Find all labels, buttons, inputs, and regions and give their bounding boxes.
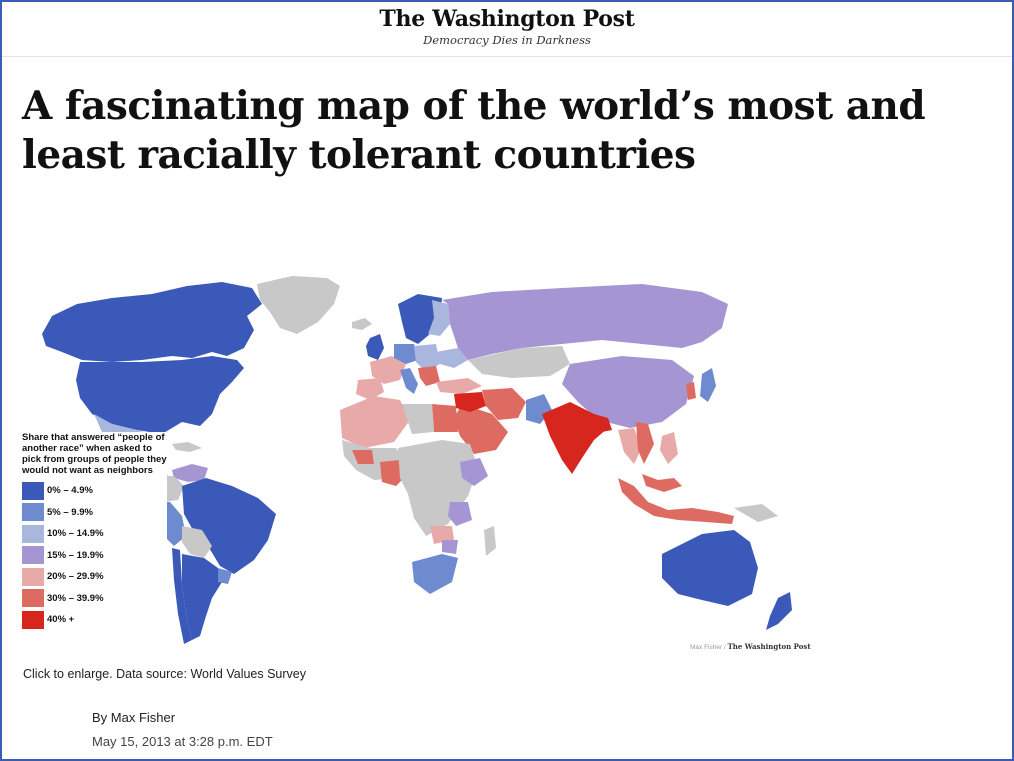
brazil <box>182 478 276 574</box>
site-tagline: Democracy Dies in Darkness <box>423 33 591 47</box>
australia <box>662 530 758 606</box>
legend-swatch <box>22 503 44 522</box>
italy <box>400 368 418 394</box>
legend-swatch <box>22 589 44 608</box>
ethiopia <box>460 458 488 486</box>
egypt <box>432 404 458 432</box>
china <box>562 356 694 428</box>
article-dateline: May 15, 2013 at 3:28 p.m. EDT <box>92 734 273 749</box>
legend-row: 10% – 14.9% <box>22 523 167 545</box>
central-europe <box>414 344 440 372</box>
japan <box>700 368 716 402</box>
legend-row: 0% – 4.9% <box>22 480 167 502</box>
legend-swatch <box>22 546 44 565</box>
germany <box>394 344 418 364</box>
libya <box>402 404 434 434</box>
legend-label: 10% – 14.9% <box>47 528 104 540</box>
malaysia <box>642 474 682 492</box>
spain <box>356 378 384 400</box>
new-zealand <box>766 592 792 630</box>
argentina <box>182 554 222 640</box>
article-byline[interactable]: By Max Fisher <box>92 710 176 725</box>
papua <box>734 504 778 522</box>
legend-label: 20% – 29.9% <box>47 571 104 583</box>
legend-swatch <box>22 610 44 629</box>
bolivia <box>182 526 212 558</box>
finland <box>428 300 450 336</box>
masthead: The Washington Post Democracy Dies in Da… <box>2 2 1012 57</box>
map-credit-author: Max Fisher / <box>690 644 726 651</box>
iran <box>482 388 526 420</box>
north-america-north <box>42 282 262 362</box>
legend-row: 40% + <box>22 609 167 631</box>
tanzania <box>448 502 472 526</box>
kazakhstan <box>468 346 570 378</box>
legend-row: 20% – 29.9% <box>22 566 167 588</box>
uruguay <box>218 568 232 584</box>
legend-swatch <box>22 524 44 543</box>
legend-row: 30% – 39.9% <box>22 588 167 610</box>
article-headline: A fascinating map of the world’s most an… <box>22 83 926 178</box>
map-credit-logo: The Washington Post <box>727 642 811 651</box>
legend-label: 40% + <box>47 614 75 626</box>
legend-label: 5% – 9.9% <box>47 506 93 518</box>
france <box>370 356 406 384</box>
south-africa <box>412 554 458 594</box>
map-credit: Max Fisher / The Washington Post <box>690 642 811 651</box>
central-africa <box>398 440 478 536</box>
bangladesh <box>594 414 612 432</box>
balkans <box>418 366 440 386</box>
thailand <box>618 428 642 464</box>
uk <box>366 334 384 360</box>
map-caption[interactable]: Click to enlarge. Data source: World Val… <box>23 667 306 681</box>
philippines <box>660 432 678 464</box>
iceland <box>352 318 372 330</box>
legend-title: Share that answered “people of another r… <box>22 432 167 476</box>
north-africa-west <box>340 396 410 448</box>
saudi-arabia <box>454 404 508 454</box>
legend-label: 15% – 19.9% <box>47 549 104 561</box>
chile <box>172 548 192 644</box>
russia <box>442 284 728 360</box>
ukraine <box>436 348 468 368</box>
turkey <box>436 378 482 394</box>
legend-swatch <box>22 567 44 586</box>
caribbean <box>172 442 202 452</box>
venezuela <box>172 464 208 482</box>
indonesia <box>618 478 734 524</box>
legend-swatch <box>22 481 44 500</box>
site-logo[interactable]: The Washington Post <box>379 6 635 32</box>
map-legend: Share that answered “people of another r… <box>22 432 167 631</box>
zambia <box>430 526 454 544</box>
zimbabwe <box>442 540 458 554</box>
korea <box>686 382 696 400</box>
legend-label: 30% – 39.9% <box>47 592 104 604</box>
greenland <box>257 276 340 334</box>
vietnam <box>636 422 654 464</box>
legend-label: 0% – 4.9% <box>47 485 93 497</box>
madagascar <box>484 526 496 556</box>
india <box>542 402 608 474</box>
usa <box>76 356 244 434</box>
legend-row: 5% – 9.9% <box>22 502 167 524</box>
mali <box>352 450 374 464</box>
iraq <box>454 392 486 412</box>
legend-row: 15% – 19.9% <box>22 545 167 567</box>
